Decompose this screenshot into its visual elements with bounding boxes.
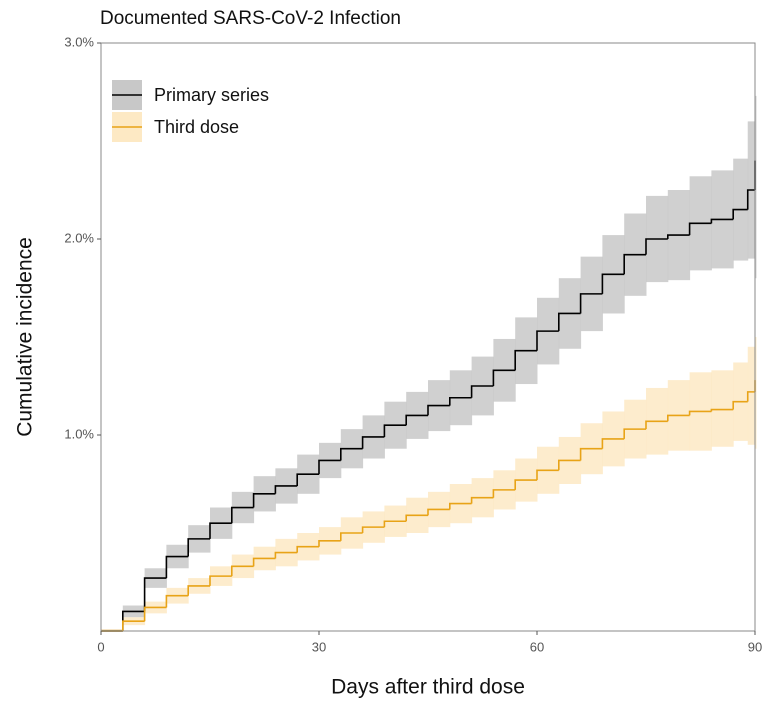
step-line bbox=[623, 428, 646, 439]
step-line bbox=[361, 436, 385, 449]
x-tick-label: 30 bbox=[312, 639, 326, 654]
step-line bbox=[405, 414, 428, 426]
step-line bbox=[231, 565, 254, 577]
step-line bbox=[340, 447, 363, 461]
step-line bbox=[601, 438, 625, 449]
x-tick-label: 0 bbox=[97, 639, 104, 654]
y-tick-label: 2.0% bbox=[64, 230, 94, 245]
step-line bbox=[492, 489, 516, 498]
step-line bbox=[514, 349, 537, 371]
step-line bbox=[143, 606, 167, 622]
step-line bbox=[470, 496, 494, 504]
step-line bbox=[667, 234, 690, 239]
step-line bbox=[623, 253, 646, 275]
step-line bbox=[405, 514, 428, 522]
y-axis-label: Cumulative incidence bbox=[14, 237, 37, 437]
step-line bbox=[231, 506, 254, 524]
step-line bbox=[645, 420, 668, 430]
step-line bbox=[536, 330, 559, 351]
step-line bbox=[187, 585, 210, 596]
step-line bbox=[165, 594, 189, 608]
step-line bbox=[746, 391, 755, 402]
step-line bbox=[514, 479, 537, 490]
y-tick-label: 1.0% bbox=[64, 426, 94, 441]
step-line bbox=[427, 404, 450, 416]
step-line bbox=[688, 222, 712, 236]
step-line bbox=[645, 238, 668, 255]
y-tick-label: 3.0% bbox=[64, 34, 94, 49]
step-line bbox=[383, 424, 407, 437]
plot-frame bbox=[100, 42, 756, 632]
confidence-band bbox=[755, 337, 757, 449]
step-line bbox=[209, 575, 232, 586]
step-line bbox=[710, 408, 734, 412]
step-line bbox=[165, 555, 189, 579]
step-line bbox=[536, 469, 559, 481]
step-line bbox=[318, 540, 341, 547]
confidence-band bbox=[747, 346, 756, 445]
step-line bbox=[732, 208, 748, 220]
step-line bbox=[274, 485, 298, 494]
step-line bbox=[492, 369, 516, 386]
chart-title: Documented SARS-CoV-2 Infection bbox=[100, 8, 401, 29]
step-line bbox=[601, 273, 625, 294]
step-line bbox=[579, 447, 603, 461]
step-line bbox=[427, 508, 450, 516]
step-line bbox=[558, 312, 581, 332]
step-line bbox=[746, 189, 755, 210]
step-line bbox=[667, 414, 690, 422]
step-line bbox=[688, 410, 712, 416]
step-line bbox=[449, 502, 472, 510]
step-line bbox=[340, 532, 363, 541]
step-line bbox=[558, 459, 581, 471]
step-line bbox=[252, 493, 276, 508]
step-line bbox=[209, 522, 232, 539]
step-line bbox=[470, 385, 494, 398]
confidence-band bbox=[101, 629, 124, 631]
step-line bbox=[732, 400, 748, 410]
step-line bbox=[318, 459, 341, 475]
step-line bbox=[187, 538, 210, 557]
step-line bbox=[122, 620, 145, 631]
x-tick-label: 90 bbox=[748, 639, 762, 654]
step-line bbox=[252, 557, 276, 567]
x-tick-label: 60 bbox=[530, 639, 544, 654]
x-axis-label: Days after third dose bbox=[331, 676, 525, 699]
legend-label: Primary series bbox=[154, 85, 269, 105]
step-line bbox=[710, 218, 734, 224]
step-line bbox=[579, 293, 603, 314]
confidence-band bbox=[711, 370, 734, 447]
step-line bbox=[449, 396, 472, 406]
step-line bbox=[143, 577, 167, 612]
step-line bbox=[274, 551, 298, 559]
step-line bbox=[296, 473, 319, 486]
step-line bbox=[296, 545, 319, 553]
legend-label: Third dose bbox=[154, 117, 239, 137]
step-line bbox=[361, 526, 385, 533]
step-line bbox=[383, 520, 407, 528]
